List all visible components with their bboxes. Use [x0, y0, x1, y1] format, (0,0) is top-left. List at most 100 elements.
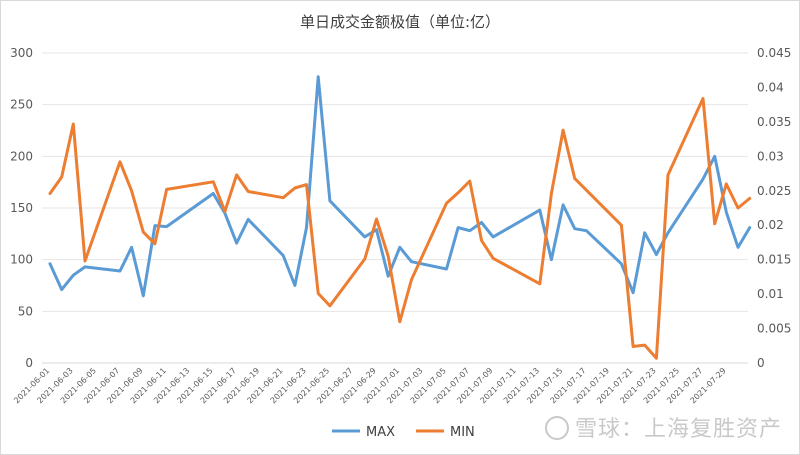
data-point-min [212, 181, 215, 183]
right-axis-tick-label: 0.045 [757, 46, 791, 60]
data-point-max [72, 274, 75, 277]
right-axis-tick-label: 0.01 [757, 287, 784, 301]
data-point-min [632, 345, 634, 348]
data-point-max [60, 288, 63, 291]
left-axis-tick-label: 250 [10, 98, 33, 112]
data-point-min [130, 190, 133, 192]
data-point-min [142, 231, 145, 233]
data-point-min [224, 210, 226, 213]
data-point-max [282, 254, 285, 257]
data-point-max [480, 221, 483, 224]
data-point-min [539, 283, 541, 285]
data-point-max [294, 284, 296, 287]
chart-title: 单日成交金额极值（单位:亿） [300, 13, 500, 31]
data-point-min [445, 202, 448, 204]
data-point-min [247, 190, 249, 193]
data-point-max [142, 295, 145, 297]
right-axis-tick-label: 0.035 [757, 115, 791, 129]
data-point-max [725, 211, 728, 213]
data-point-min [492, 257, 494, 260]
data-point-min [235, 174, 238, 176]
data-point-min [480, 239, 483, 242]
data-point-min [725, 183, 728, 185]
left-axis-tick-label: 50 [18, 304, 33, 318]
watermark: 雪球：上海复胜资产 [544, 411, 782, 443]
data-point-max [492, 236, 494, 238]
data-point-max [329, 200, 331, 202]
data-point-max [539, 209, 541, 211]
data-point-min [329, 305, 331, 307]
data-point-min [72, 123, 75, 125]
data-point-min [294, 187, 296, 189]
data-point-min [410, 278, 413, 281]
data-point-max [49, 263, 51, 265]
data-point-max [550, 258, 553, 261]
data-point-max [632, 291, 634, 294]
data-point-max [212, 192, 215, 195]
data-point-min [713, 223, 716, 225]
series-line-min [48, 97, 752, 360]
right-axis-tick-labels: 0 0.005 0.01 0.015 0.02 0.025 0.03 0.035 0.04 0.0… [757, 46, 791, 370]
data-point-max [399, 246, 401, 249]
left-axis-tick-labels: 0 50 100 150 200 250 300 [10, 46, 33, 370]
left-axis-tick-label: 0 [25, 356, 33, 370]
left-axis-tick-label: 150 [10, 201, 33, 215]
right-axis-tick-label: 0 [757, 356, 765, 370]
data-point-max [247, 218, 249, 221]
data-point-min [550, 192, 553, 195]
legend: MAX MIN [332, 425, 475, 440]
data-point-min [655, 357, 658, 360]
watermark-text: 雪球：上海复胜资产 [574, 417, 782, 442]
right-axis-tick-label: 0.005 [757, 322, 791, 336]
data-point-max [235, 242, 238, 244]
data-point-max [573, 227, 576, 230]
data-point-min [457, 192, 459, 194]
series-layer [48, 75, 752, 360]
data-point-min [573, 177, 576, 180]
data-point-max [469, 229, 471, 232]
data-point-min [84, 260, 86, 262]
data-point-max [317, 76, 320, 78]
data-point-min [667, 174, 669, 176]
data-point-max [457, 226, 459, 229]
data-point-max [655, 253, 658, 256]
data-point-max [667, 232, 669, 234]
left-axis-tick-label: 300 [10, 46, 33, 60]
data-point-min [165, 188, 168, 191]
right-axis-tick-label: 0.015 [757, 253, 791, 267]
data-point-max [154, 224, 156, 227]
data-point-min [119, 161, 121, 163]
data-point-min [375, 218, 378, 220]
data-point-max [375, 228, 378, 231]
data-point-min [399, 320, 401, 323]
left-axis-tick-label: 100 [10, 253, 33, 267]
right-axis-tick-label: 0.025 [757, 184, 791, 198]
right-axis-tick-label: 0.04 [757, 80, 784, 94]
data-point-max [713, 155, 716, 158]
data-point-min [469, 180, 471, 182]
data-point-min [562, 129, 564, 131]
left-axis-tick-label: 200 [10, 149, 33, 163]
data-point-max [130, 246, 133, 249]
right-axis-tick-label: 0.03 [757, 149, 784, 163]
data-point-min [387, 255, 390, 257]
data-point-max [702, 178, 704, 180]
data-point-min [737, 207, 739, 209]
data-point-max [445, 268, 448, 270]
data-point-min [317, 292, 320, 295]
data-point-min [748, 197, 751, 200]
data-point-min [620, 224, 623, 226]
legend-label-max: MAX [366, 425, 395, 440]
data-point-max [410, 260, 413, 263]
data-point-max [165, 225, 168, 228]
data-point-max [737, 246, 739, 249]
data-point-max [119, 270, 121, 272]
data-point-max [643, 232, 646, 234]
data-point-max [748, 226, 751, 229]
data-point-max [585, 229, 588, 232]
data-point-max [364, 236, 366, 238]
data-point-max [305, 226, 308, 229]
data-point-max [84, 266, 86, 268]
